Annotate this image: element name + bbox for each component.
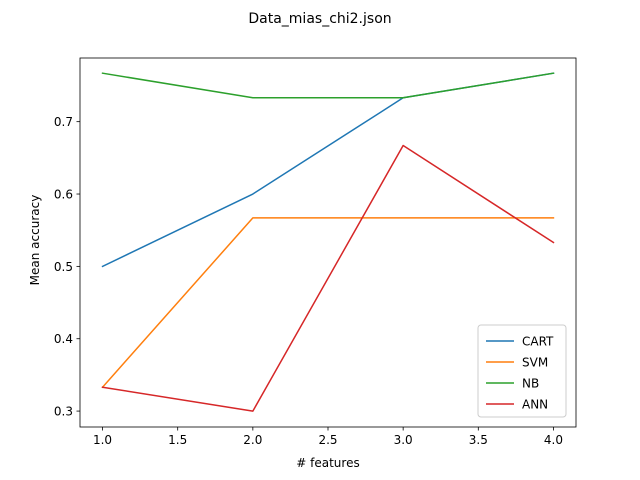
x-tick-label: 3.0 <box>394 433 413 447</box>
legend-label-svm: SVM <box>522 356 548 370</box>
series-line-svm <box>101 217 555 389</box>
y-tick-label: 0.4 <box>54 332 73 346</box>
series-line-nb <box>101 72 555 99</box>
x-tick-label: 2.0 <box>243 433 262 447</box>
y-tick-label: 0.6 <box>54 188 73 202</box>
chart-title: Data_mias_chi2.json <box>248 11 391 27</box>
legend-label-nb: NB <box>522 377 539 391</box>
legend-label-ann: ANN <box>522 398 548 412</box>
x-axis-title: # features <box>296 456 359 470</box>
x-tick-label: 3.5 <box>469 433 488 447</box>
y-tick-label: 0.3 <box>54 405 73 419</box>
plot-area: 1.0 1.5 2.0 2.5 3.0 3.5 4.0 0.3 0.4 0.5 0.6 0.7 CART… <box>54 57 577 447</box>
x-tick-label: 1.0 <box>93 433 112 447</box>
x-tick-label: 2.5 <box>318 433 337 447</box>
x-tick-label: 4.0 <box>544 433 563 447</box>
x-tick-label: 1.5 <box>168 433 187 447</box>
y-tick-label: 0.7 <box>54 115 73 129</box>
legend-box <box>477 324 567 418</box>
y-axis-title: Mean accuracy <box>28 195 42 286</box>
legend-label-cart: CART <box>522 335 554 349</box>
series-line-ann <box>101 144 555 412</box>
y-tick-label: 0.5 <box>54 260 73 274</box>
